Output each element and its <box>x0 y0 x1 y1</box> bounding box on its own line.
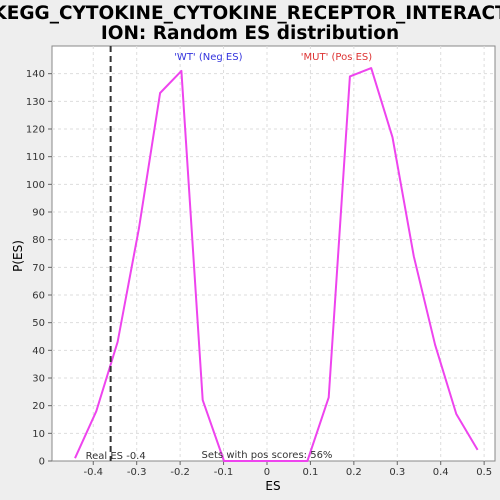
y-tick-label: 110 <box>26 152 45 163</box>
real-es-label: Real ES -0.4 <box>86 451 146 462</box>
x-tick-label: 0.3 <box>389 467 405 478</box>
neg-es-label: 'WT' (Neg ES) <box>174 52 242 63</box>
x-tick-label: 0.5 <box>476 467 492 478</box>
annotations: Real ES -0.4 'WT' (Neg ES) 'MUT' (Pos ES) S… <box>86 46 372 462</box>
y-axis-label: P(ES) <box>11 240 25 272</box>
y-tick-label: 60 <box>32 291 45 302</box>
x-tick-label: 0.1 <box>302 467 318 478</box>
y-tick-label: 20 <box>32 401 45 412</box>
x-tick-label: -0.4 <box>84 467 104 478</box>
y-tick-label: 10 <box>32 429 45 440</box>
pos-scores-label: Sets with pos scores: 56% <box>202 450 333 461</box>
y-tick-label: 40 <box>32 346 45 357</box>
y-tick-label: 100 <box>26 180 45 191</box>
x-tick-label: -0.1 <box>214 467 234 478</box>
y-tick-label: 140 <box>26 69 45 80</box>
y-tick-label: 130 <box>26 97 45 108</box>
plot-area <box>51 45 496 462</box>
y-tick-label: 70 <box>32 263 45 274</box>
y-tick-label: 30 <box>32 374 45 385</box>
x-axis-ticks: -0.4 -0.3 -0.2 -0.1 0 0.1 0.2 0.3 0.4 0.5 <box>84 461 492 478</box>
series-layer <box>74 67 479 462</box>
y-tick-label: 80 <box>32 235 45 246</box>
chart-title-line-1: KEGG_CYTOKINE_CYTOKINE_RECEPTOR_INTERACT <box>0 3 500 24</box>
x-axis-label: ES <box>265 479 280 493</box>
y-tick-label: 0 <box>39 457 45 468</box>
x-tick-label: 0.4 <box>433 467 449 478</box>
x-tick-label: -0.3 <box>127 467 147 478</box>
y-tick-label: 50 <box>32 318 45 329</box>
x-tick-label: 0.2 <box>346 467 362 478</box>
x-tick-label: -0.2 <box>170 467 190 478</box>
y-tick-label: 120 <box>26 125 45 136</box>
es-distribution-line <box>74 67 479 462</box>
y-tick-label: 90 <box>32 208 45 219</box>
x-tick-label: 0 <box>264 467 270 478</box>
y-axis-ticks: 0 10 20 30 40 50 60 70 80 90 100 110 120 130 140 <box>26 69 52 468</box>
chart-title-line-2: ION: Random ES distribution <box>101 23 399 44</box>
pos-es-label: 'MUT' (Pos ES) <box>301 52 372 63</box>
